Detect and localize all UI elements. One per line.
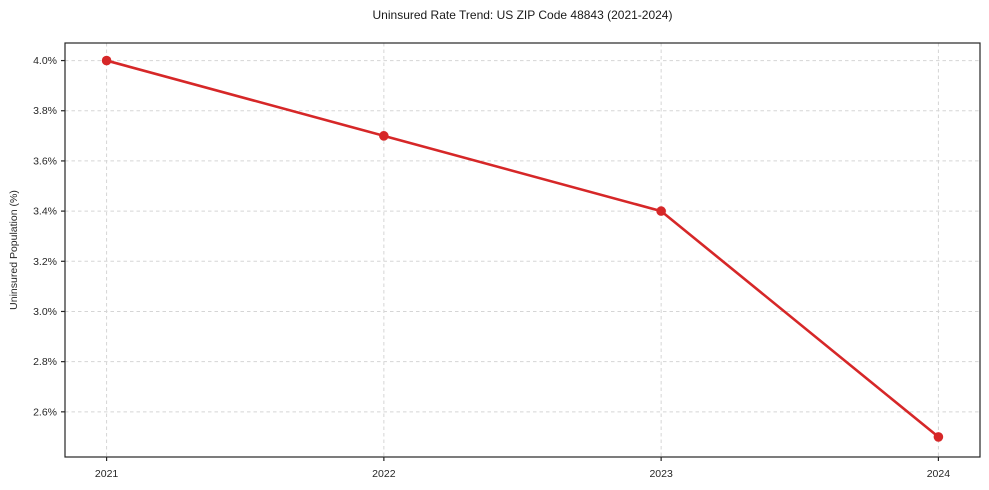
x-tick-label: 2021 <box>95 468 119 480</box>
axes-layer: 2.6% 2.8% 3.0% 3.2% 3.4% 3.6% 3.8% 4.0% 2021 2022… <box>33 42 981 480</box>
y-tick-label: 2.6% <box>33 406 57 418</box>
data-point <box>656 206 666 216</box>
chart-title: Uninsured Rate Trend: US ZIP Code 48843 … <box>372 8 673 22</box>
x-tick-label: 2022 <box>372 468 396 480</box>
y-tick-label: 3.2% <box>33 256 57 268</box>
data-point <box>101 55 112 66</box>
series-layer <box>101 55 944 442</box>
plot-border <box>64 42 981 458</box>
y-tick-label: 3.0% <box>33 306 57 318</box>
y-tick-label: 4.0% <box>33 55 57 67</box>
y-tick-label: 3.4% <box>33 206 57 218</box>
grid-layer <box>65 43 980 457</box>
data-point <box>379 131 389 141</box>
trend-line <box>105 59 940 439</box>
y-tick-label: 3.6% <box>33 155 57 167</box>
data-point <box>933 432 944 442</box>
x-tick-label: 2023 <box>649 468 673 480</box>
y-tick-label: 2.8% <box>33 356 57 368</box>
y-tick-label: 3.8% <box>33 105 57 117</box>
x-tick-label: 2024 <box>927 468 951 480</box>
